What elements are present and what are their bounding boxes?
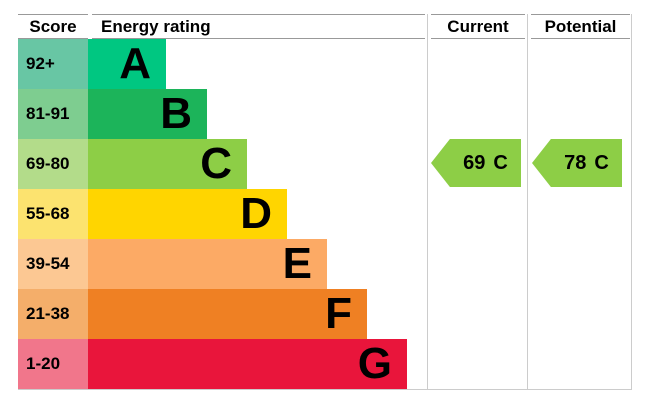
- potential-rating-value: 78: [564, 152, 587, 174]
- band-bar-c: C: [88, 139, 247, 189]
- band-row-c: 69-80 C: [18, 139, 407, 189]
- score-range-b: 81-91: [18, 89, 88, 139]
- band-row-b: 81-91 B: [18, 89, 407, 139]
- score-range-e: 39-54: [18, 239, 88, 289]
- table-right-border: [631, 14, 632, 390]
- band-row-g: 1-20 G: [18, 339, 407, 389]
- score-range-d: 55-68: [18, 189, 88, 239]
- divider-energy-current: [427, 14, 428, 390]
- band-row-e: 39-54 E: [18, 239, 407, 289]
- energy-rating-column-header: Energy rating: [92, 14, 425, 39]
- divider-current-potential: [527, 14, 528, 390]
- score-range-c: 69-80: [18, 139, 88, 189]
- band-bar-d: D: [88, 189, 287, 239]
- potential-column-header: Potential: [531, 14, 630, 39]
- score-range-a: 92+: [18, 39, 88, 89]
- band-row-d: 55-68 D: [18, 189, 407, 239]
- score-range-f: 21-38: [18, 289, 88, 339]
- band-bar-a: A: [88, 39, 166, 89]
- potential-rating-letter: C: [594, 152, 609, 174]
- table-bottom-border: [18, 389, 632, 390]
- band-row-a: 92+ A: [18, 39, 407, 89]
- potential-rating-arrow: 78 C: [532, 139, 622, 187]
- current-rating-letter: C: [493, 152, 508, 174]
- band-bar-g: G: [88, 339, 407, 389]
- current-rating-arrow: 69 C: [431, 139, 521, 187]
- current-column-header: Current: [431, 14, 525, 39]
- score-column-header: Score: [18, 14, 88, 39]
- band-rows: 92+ A 81-91 B 69-80 C 55-68 D 39-54 E 21…: [18, 39, 407, 389]
- band-bar-e: E: [88, 239, 327, 289]
- band-bar-b: B: [88, 89, 207, 139]
- score-range-g: 1-20: [18, 339, 88, 389]
- band-row-f: 21-38 F: [18, 289, 407, 339]
- current-rating-value: 69: [463, 152, 486, 174]
- band-bar-f: F: [88, 289, 367, 339]
